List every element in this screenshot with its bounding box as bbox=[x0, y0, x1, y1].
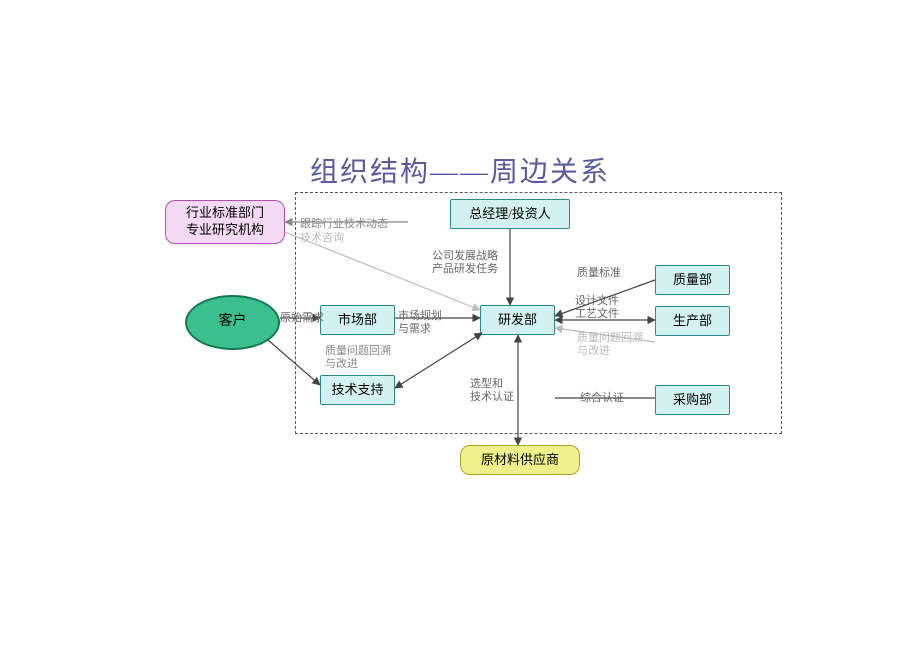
label-select: 选型和 技术认证 bbox=[470, 378, 514, 404]
node-gm: 总经理/投资人 bbox=[450, 199, 570, 229]
node-production: 生产部 bbox=[655, 306, 730, 336]
label-qimp: 质量问题回溯 与改进 bbox=[325, 345, 391, 371]
node-customer: 客户 bbox=[185, 295, 280, 350]
label-mreq: 市场规划 与需求 bbox=[398, 310, 442, 336]
node-purchasing: 采购部 bbox=[655, 385, 730, 415]
node-rd: 研发部 bbox=[480, 305, 555, 335]
label-qfb: 质量问题回溯 与改进 bbox=[577, 332, 643, 358]
label-qstd: 质量标准 bbox=[577, 267, 621, 280]
node-quality: 质量部 bbox=[655, 265, 730, 295]
diagram-title: 组织结构——周边关系 bbox=[0, 150, 920, 190]
label-track: 跟踪行业技术动态 bbox=[300, 218, 388, 231]
label-tech1: 技术咨询 bbox=[300, 232, 344, 245]
node-techsupport: 技术支持 bbox=[320, 375, 395, 405]
label-orig: 原始需求 bbox=[280, 312, 324, 325]
node-standards: 行业标准部门 专业研究机构 bbox=[165, 200, 285, 244]
node-supplier: 原材料供应商 bbox=[460, 445, 580, 475]
label-comp: 综合认证 bbox=[580, 392, 624, 405]
label-strategy: 公司发展战略 产品研发任务 bbox=[432, 250, 498, 276]
node-marketing: 市场部 bbox=[320, 305, 395, 335]
label-design: 设计文件 工艺文件 bbox=[575, 295, 619, 321]
